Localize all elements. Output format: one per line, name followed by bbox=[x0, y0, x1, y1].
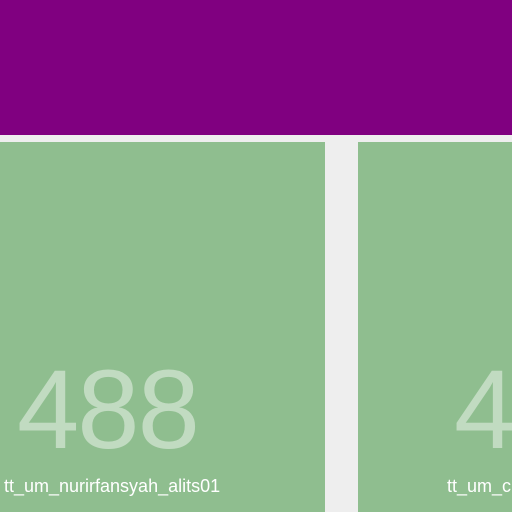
header-bar bbox=[0, 0, 512, 135]
tile-count: 488 bbox=[17, 347, 200, 472]
tile-label: tt_um_nurirfansyah_alits01 bbox=[4, 476, 221, 496]
project-tile-1[interactable]: 4 tt_um_c bbox=[358, 142, 512, 512]
project-tile-0[interactable]: 488 tt_um_nurirfansyah_alits01 bbox=[0, 142, 325, 512]
tile-count: 4 bbox=[454, 347, 512, 472]
tile-label: tt_um_c bbox=[447, 476, 512, 496]
